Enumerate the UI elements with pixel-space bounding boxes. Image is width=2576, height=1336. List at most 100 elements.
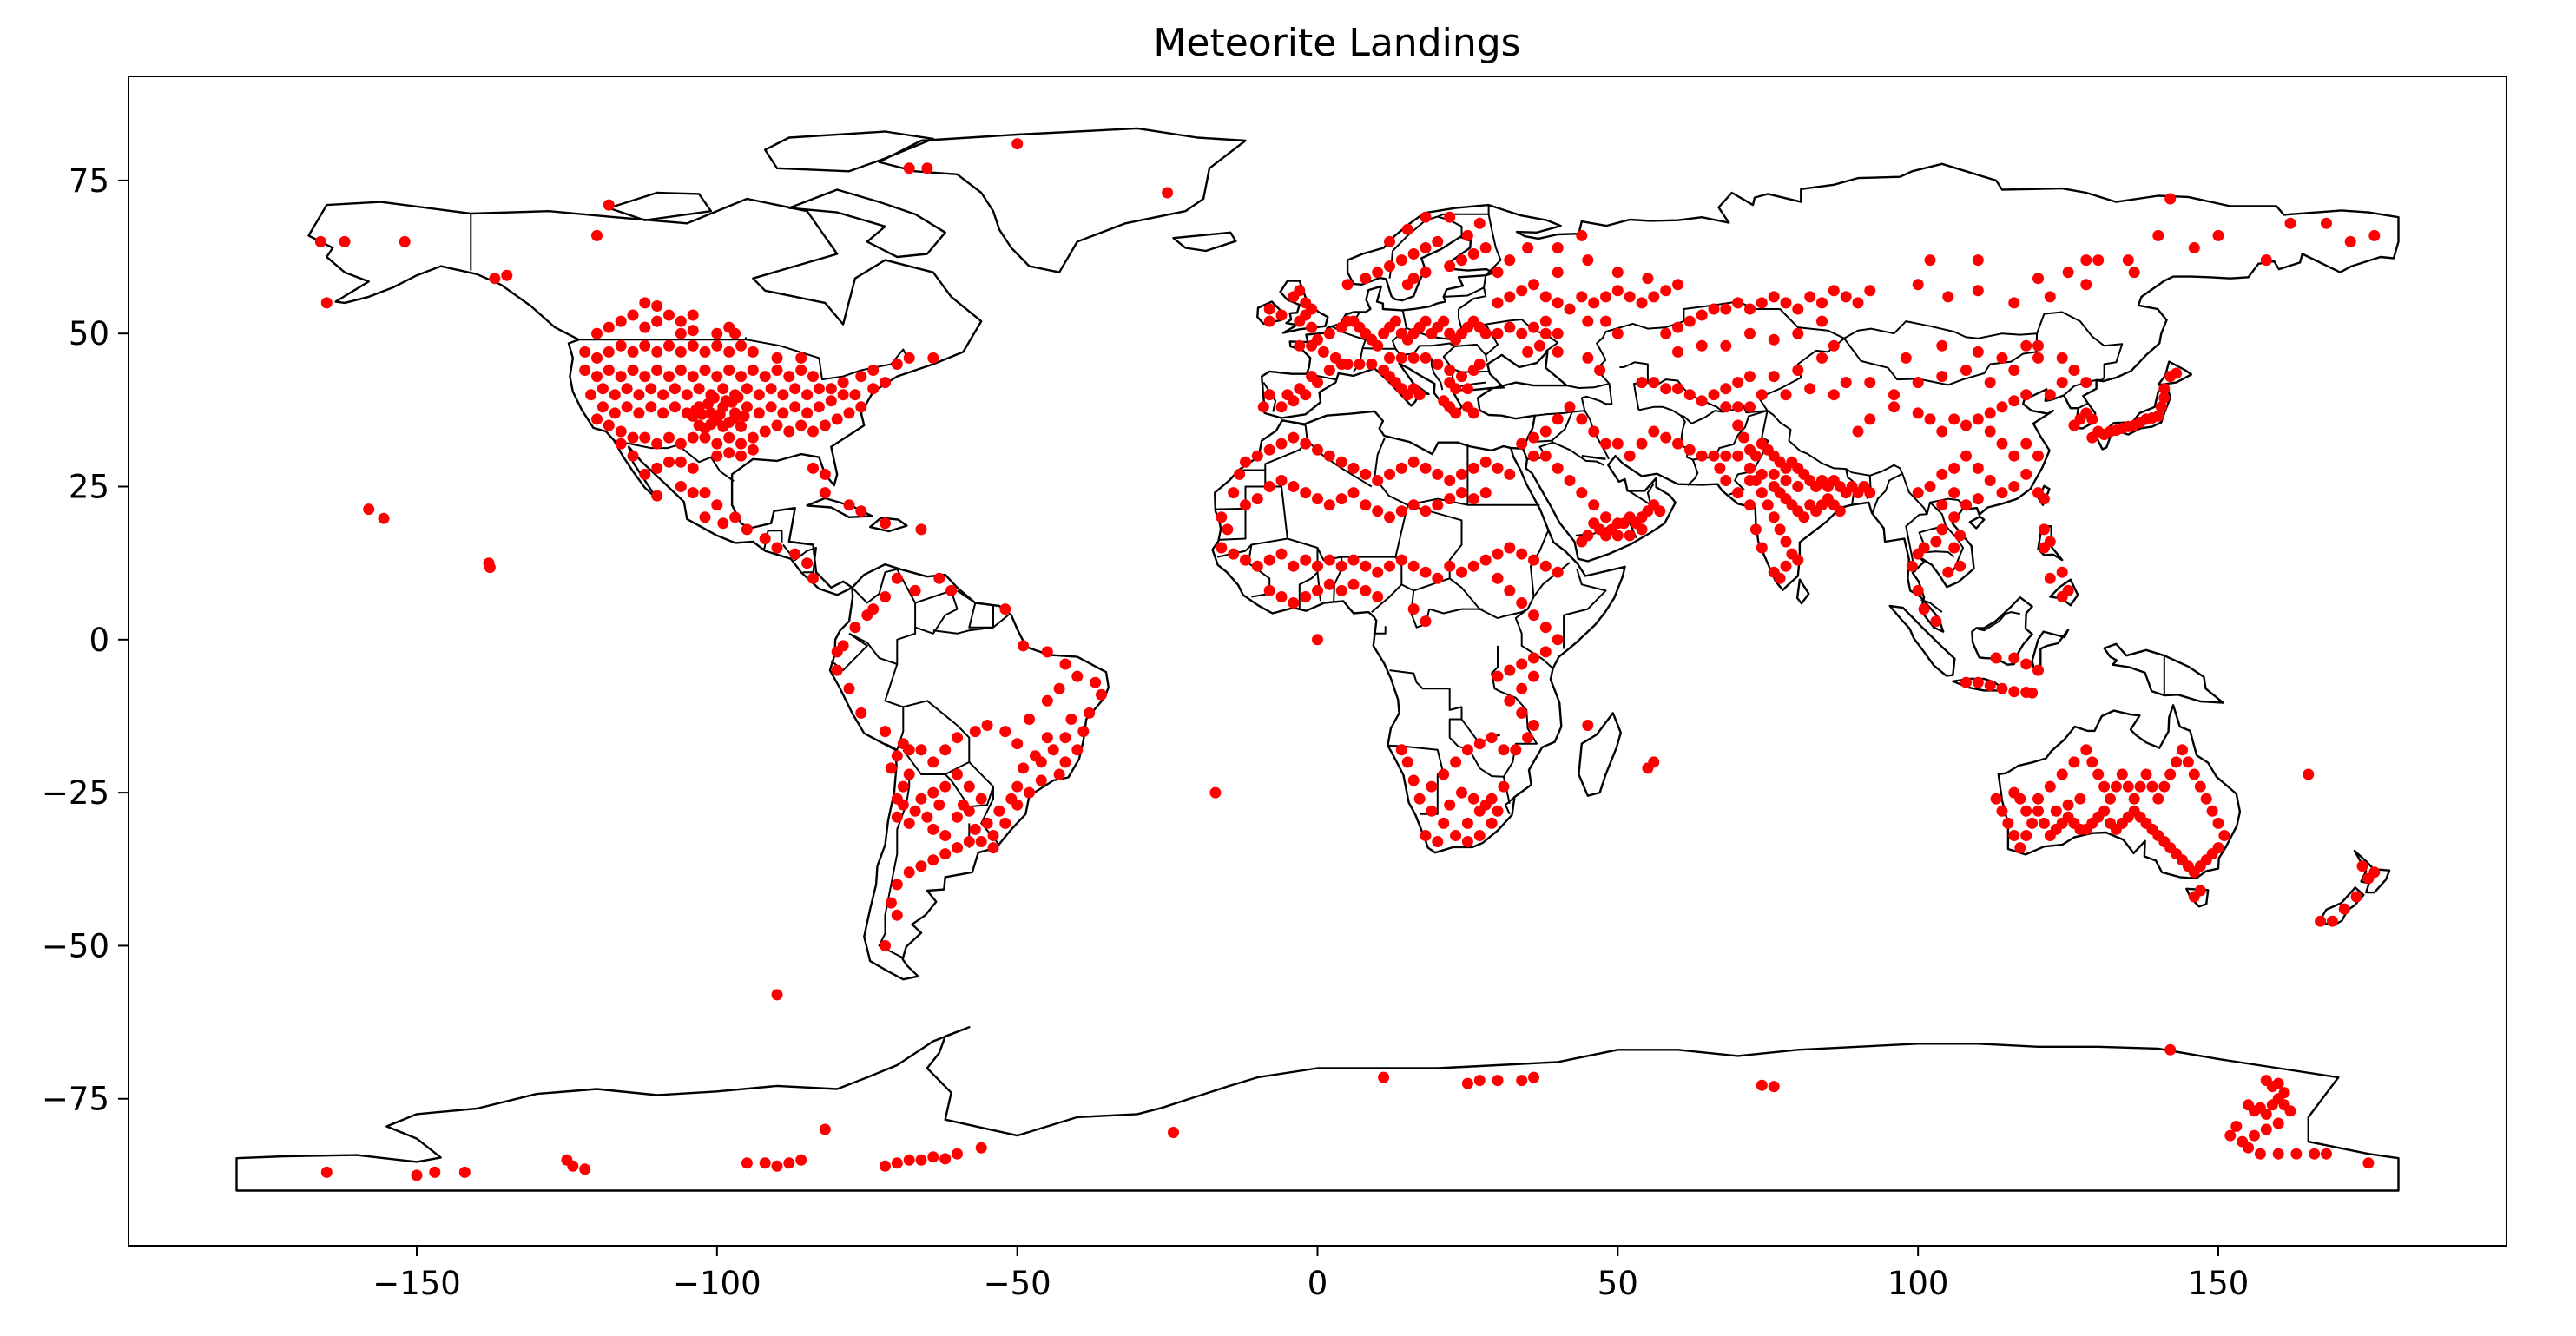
meteorite-point bbox=[1816, 352, 1828, 364]
meteorite-point bbox=[687, 487, 699, 499]
meteorite-point bbox=[2155, 401, 2167, 413]
meteorite-point bbox=[591, 413, 603, 425]
meteorite-point bbox=[1936, 468, 1948, 480]
meteorite-point bbox=[1516, 285, 1528, 297]
meteorite-point bbox=[711, 499, 723, 511]
meteorite-point bbox=[1450, 756, 1462, 768]
meteorite-point bbox=[2002, 817, 2014, 829]
meteorite-point bbox=[1407, 560, 1420, 572]
meteorite-point bbox=[1660, 383, 1672, 395]
meteorite-point bbox=[1479, 554, 1492, 566]
meteorite-point bbox=[615, 438, 627, 450]
meteorite-point bbox=[2158, 383, 2171, 395]
meteorite-point bbox=[579, 1163, 591, 1175]
meteorite-point bbox=[2309, 1148, 2321, 1160]
meteorite-point bbox=[2056, 377, 2068, 389]
meteorite-point bbox=[585, 389, 597, 401]
meteorite-point bbox=[2032, 664, 2044, 676]
meteorite-point bbox=[1984, 680, 1996, 692]
meteorite-point bbox=[915, 744, 927, 756]
y-tick-label: 25 bbox=[69, 469, 109, 506]
meteorite-point bbox=[741, 523, 753, 536]
meteorite-point bbox=[2249, 1129, 2260, 1142]
meteorite-point bbox=[1444, 560, 1456, 572]
meteorite-point bbox=[771, 352, 783, 364]
meteorite-point bbox=[1461, 817, 1473, 829]
meteorite-point bbox=[1588, 499, 1600, 511]
meteorite-point bbox=[2218, 830, 2230, 841]
meteorite-point bbox=[1780, 536, 1792, 548]
meteorite-point bbox=[1948, 511, 1960, 523]
meteorite-point bbox=[1912, 377, 1924, 389]
meteorite-point bbox=[708, 392, 720, 404]
meteorite-point bbox=[945, 584, 958, 596]
meteorite-point bbox=[633, 407, 645, 419]
meteorite-point bbox=[2080, 279, 2092, 291]
meteorite-point bbox=[1275, 591, 1288, 602]
meteorite-point bbox=[1756, 468, 1768, 480]
meteorite-point bbox=[675, 315, 687, 327]
meteorite-point bbox=[1732, 450, 1744, 462]
meteorite-point bbox=[2056, 352, 2068, 364]
meteorite-point bbox=[1407, 774, 1420, 786]
meteorite-point bbox=[2122, 254, 2134, 267]
meteorite-point bbox=[1492, 297, 1504, 309]
meteorite-point bbox=[1768, 566, 1780, 578]
meteorite-point bbox=[1366, 359, 1378, 370]
meteorite-point bbox=[1263, 481, 1275, 492]
meteorite-point bbox=[1828, 339, 1840, 352]
meteorite-point bbox=[639, 321, 651, 333]
country-border bbox=[1843, 311, 2124, 381]
meteorite-point bbox=[657, 389, 669, 401]
meteorite-point bbox=[1936, 425, 1948, 438]
meteorite-point bbox=[783, 1157, 795, 1169]
meteorite-point bbox=[1372, 339, 1384, 352]
meteorite-point bbox=[1654, 505, 1666, 517]
plot-frame bbox=[128, 76, 2507, 1247]
meteorite-point bbox=[1996, 682, 2008, 694]
meteorite-point bbox=[1288, 431, 1300, 444]
meteorite-point bbox=[687, 462, 699, 474]
meteorite-point bbox=[1594, 365, 1606, 376]
meteorite-point bbox=[1018, 640, 1030, 652]
meteorite-point bbox=[1552, 327, 1564, 339]
meteorite-point bbox=[1588, 297, 1600, 309]
meteorite-point bbox=[1744, 475, 1756, 486]
meteorite-point bbox=[1912, 548, 1924, 560]
meteorite-point bbox=[2182, 756, 2194, 768]
meteorite-point bbox=[1300, 389, 1312, 401]
meteorite-point bbox=[1990, 652, 2002, 664]
meteorite-point bbox=[723, 431, 735, 444]
meteorite-point bbox=[1341, 359, 1354, 370]
meteorite-point bbox=[1312, 333, 1323, 346]
meteorite-point bbox=[903, 744, 915, 756]
meteorite-point bbox=[1041, 646, 1053, 658]
meteorite-point bbox=[1473, 217, 1486, 229]
meteorite-point bbox=[1300, 487, 1312, 499]
meteorite-point bbox=[1732, 401, 1744, 413]
meteorite-point bbox=[1600, 315, 1611, 327]
x-tick-label: 100 bbox=[1888, 1265, 1949, 1302]
meteorite-point bbox=[1576, 229, 1588, 241]
meteorite-point bbox=[1360, 499, 1372, 511]
meteorite-point bbox=[1240, 456, 1251, 468]
meteorite-point bbox=[1498, 780, 1510, 793]
meteorite-point bbox=[1059, 732, 1071, 744]
meteorite-point bbox=[1300, 591, 1312, 602]
meteorite-point bbox=[2194, 780, 2206, 793]
meteorite-point bbox=[484, 562, 496, 574]
country-border bbox=[1218, 508, 1247, 541]
meteorite-point bbox=[1011, 138, 1024, 150]
meteorite-point bbox=[1312, 584, 1323, 596]
landmass-outline bbox=[1279, 280, 1329, 334]
meteorite-point bbox=[891, 879, 903, 891]
meteorite-point bbox=[1420, 615, 1432, 628]
meteorite-point bbox=[1539, 315, 1552, 327]
meteorite-point bbox=[1389, 315, 1401, 327]
meteorite-point bbox=[1300, 554, 1312, 566]
y-tick-label: −75 bbox=[42, 1081, 109, 1118]
meteorite-point bbox=[2290, 1148, 2303, 1160]
meteorite-point bbox=[933, 799, 945, 811]
meteorite-point bbox=[2212, 817, 2224, 829]
meteorite-point bbox=[771, 419, 783, 431]
